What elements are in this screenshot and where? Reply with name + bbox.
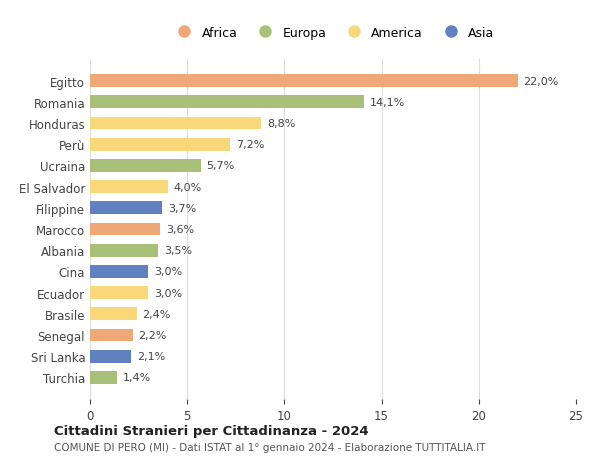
Text: COMUNE DI PERO (MI) - Dati ISTAT al 1° gennaio 2024 - Elaborazione TUTTITALIA.IT: COMUNE DI PERO (MI) - Dati ISTAT al 1° g… [54,442,485,452]
Bar [90,350,131,363]
Bar [90,265,148,278]
Bar [90,244,158,257]
Text: 3,5%: 3,5% [164,246,192,256]
Bar [90,181,168,194]
Legend: Africa, Europa, America, Asia: Africa, Europa, America, Asia [167,22,499,45]
Text: 5,7%: 5,7% [206,161,235,171]
Bar [90,371,117,384]
Text: 4,0%: 4,0% [173,182,202,192]
Text: 2,2%: 2,2% [139,330,167,340]
Text: 8,8%: 8,8% [267,119,295,129]
Bar [90,286,148,299]
Bar [90,75,518,88]
Bar [90,96,364,109]
Text: 2,1%: 2,1% [137,352,165,361]
Text: 7,2%: 7,2% [236,140,264,150]
Text: 2,4%: 2,4% [142,309,171,319]
Text: 3,7%: 3,7% [168,203,196,213]
Bar [90,139,230,151]
Text: 22,0%: 22,0% [524,77,559,86]
Bar [90,329,133,341]
Text: 1,4%: 1,4% [123,373,151,382]
Text: 3,6%: 3,6% [166,224,194,235]
Text: Cittadini Stranieri per Cittadinanza - 2024: Cittadini Stranieri per Cittadinanza - 2… [54,424,368,437]
Bar [90,202,162,215]
Text: 3,0%: 3,0% [154,288,182,298]
Bar [90,308,137,320]
Bar [90,223,160,236]
Bar [90,160,201,173]
Bar [90,118,261,130]
Text: 3,0%: 3,0% [154,267,182,277]
Text: 14,1%: 14,1% [370,98,405,107]
